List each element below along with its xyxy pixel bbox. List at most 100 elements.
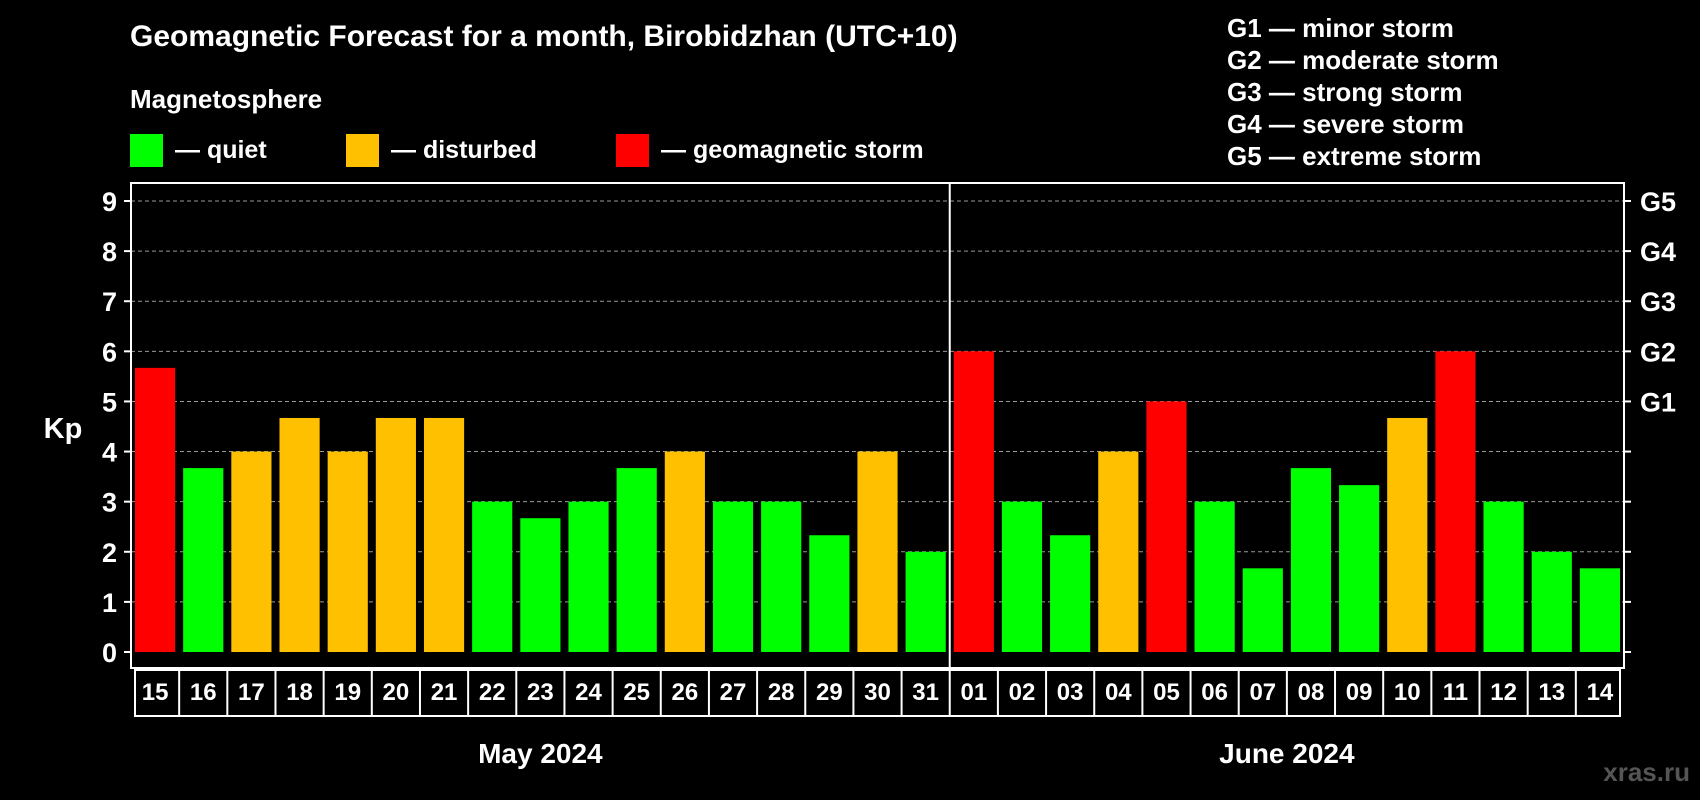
legend-quiet: — quiet (130, 133, 267, 167)
date-label-24: 24 (575, 679, 602, 706)
bar-07 (1242, 568, 1283, 652)
y-tick-label-8: 8 (102, 237, 117, 267)
date-label-28: 28 (768, 679, 795, 706)
date-label-02: 02 (1009, 679, 1036, 706)
date-label-06: 06 (1201, 679, 1228, 706)
bar-28 (761, 501, 802, 652)
storm-axis-label-g3: G3 (1640, 287, 1676, 317)
date-label-31: 31 (912, 679, 939, 706)
date-label-30: 30 (864, 679, 891, 706)
bar-14 (1579, 568, 1620, 652)
chart-title: Geomagnetic Forecast for a month, Birobi… (130, 20, 958, 53)
magnetosphere-subtitle: Magnetosphere (130, 84, 323, 114)
y-tick-label-2: 2 (102, 538, 117, 568)
date-label-12: 12 (1490, 679, 1517, 706)
legend-disturbed: — disturbed (346, 133, 537, 167)
bar-16 (183, 468, 224, 652)
bar-24 (568, 501, 609, 652)
storm-levels-list: G1 — minor storm G2 — moderate storm G3 … (1227, 12, 1499, 172)
bar-15 (135, 367, 176, 652)
bar-19 (327, 451, 368, 652)
bar-05 (1146, 401, 1187, 652)
legend-storm-label: — geomagnetic storm (661, 135, 924, 164)
date-label-08: 08 (1298, 679, 1325, 706)
date-label-04: 04 (1105, 679, 1132, 706)
bar-30 (857, 451, 898, 652)
y-tick-label-3: 3 (102, 488, 117, 518)
watermark: xras.ru (1603, 757, 1690, 787)
legend-storm: — geomagnetic storm (616, 133, 924, 167)
bar-22 (472, 501, 513, 652)
bar-27 (712, 501, 754, 652)
legend-storm-swatch (616, 133, 649, 167)
date-label-11: 11 (1443, 679, 1468, 706)
bar-01 (953, 351, 994, 652)
date-label-05: 05 (1153, 679, 1180, 706)
date-label-07: 07 (1249, 679, 1276, 706)
date-label-21: 21 (431, 679, 458, 706)
bar-06 (1194, 501, 1235, 652)
bar-13 (1531, 551, 1572, 652)
legend-quiet-label: — quiet (175, 135, 267, 164)
date-label-22: 22 (479, 679, 506, 706)
month-label-0: May 2024 (478, 738, 603, 769)
date-label-26: 26 (672, 679, 699, 706)
storm-level-g3: G3 — strong storm (1227, 77, 1463, 107)
storm-axis-label-g4: G4 (1640, 237, 1676, 267)
plot-frame (130, 182, 1625, 669)
storm-axis-label-g1: G1 (1640, 387, 1676, 417)
date-label-19: 19 (334, 679, 361, 706)
y-tick-label-6: 6 (102, 337, 117, 367)
legend-disturbed-swatch (346, 133, 379, 167)
legend-disturbed-label: — disturbed (391, 135, 537, 164)
date-label-09: 09 (1346, 679, 1373, 706)
date-label-27: 27 (720, 679, 747, 706)
bar-31 (905, 551, 946, 652)
storm-level-g4: G4 — severe storm (1227, 109, 1465, 139)
bar-09 (1339, 485, 1380, 652)
y-tick-label-0: 0 (102, 638, 117, 668)
bar-23 (520, 518, 561, 652)
storm-level-g1: G1 — minor storm (1227, 13, 1454, 43)
bar-10 (1387, 417, 1428, 652)
date-label-13: 13 (1538, 679, 1565, 706)
date-label-25: 25 (623, 679, 650, 706)
date-label-14: 14 (1587, 679, 1614, 706)
bar-21 (423, 417, 465, 652)
date-label-10: 10 (1394, 679, 1421, 706)
date-label-29: 29 (816, 679, 843, 706)
bar-20 (375, 417, 416, 652)
date-label-18: 18 (286, 679, 313, 706)
bar-04 (1098, 451, 1139, 652)
date-label-01: 01 (960, 679, 987, 706)
storm-level-g5: G5 — extreme storm (1227, 141, 1482, 171)
y-tick-label-5: 5 (102, 387, 117, 417)
date-label-20: 20 (383, 679, 410, 706)
date-label-03: 03 (1057, 679, 1084, 706)
bar-03 (1050, 535, 1091, 652)
storm-axis-label-g2: G2 (1640, 337, 1676, 367)
date-label-15: 15 (142, 679, 169, 706)
date-label-strip (134, 669, 1621, 717)
y-tick-label-7: 7 (102, 287, 117, 317)
bar-26 (664, 451, 705, 652)
y-tick-label-4: 4 (102, 438, 117, 468)
legend-quiet-swatch (130, 133, 163, 167)
y-tick-label-9: 9 (102, 187, 117, 217)
month-label-1: June 2024 (1219, 738, 1355, 769)
bar-08 (1290, 468, 1332, 652)
storm-axis-label-g5: G5 (1640, 187, 1676, 217)
y-axis-label: Kp (44, 413, 83, 445)
bar-25 (616, 468, 657, 652)
bar-11 (1435, 351, 1476, 652)
bar-12 (1483, 501, 1524, 652)
bar-18 (279, 417, 320, 652)
bar-29 (809, 535, 850, 652)
date-label-17: 17 (238, 679, 265, 706)
bar-02 (1001, 501, 1043, 652)
date-label-16: 16 (190, 679, 217, 706)
storm-level-g2: G2 — moderate storm (1227, 45, 1499, 75)
date-label-23: 23 (527, 679, 554, 706)
bar-17 (231, 451, 272, 652)
